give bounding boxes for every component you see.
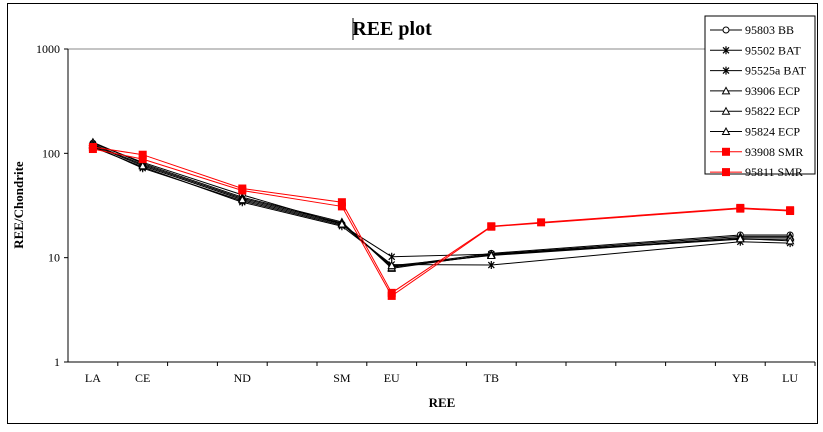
legend-marker	[721, 126, 731, 135]
series-95822-ecp	[88, 139, 795, 271]
series-95502-bat	[89, 141, 794, 261]
data-point	[736, 204, 745, 213]
legend-marker	[721, 86, 731, 95]
plot-area	[88, 137, 795, 300]
series-93908-smr	[88, 143, 795, 297]
series-95824-ecp	[88, 140, 795, 270]
legend-label: 93906 ECP	[745, 84, 800, 98]
legend-marker	[722, 147, 730, 156]
data-point	[786, 207, 795, 216]
y-tick-label: 1	[54, 355, 60, 369]
y-axis-label: REE/Chondrite	[11, 161, 26, 249]
legend-marker	[722, 46, 730, 55]
data-point	[487, 261, 495, 270]
legend-label: 95822 ECP	[745, 104, 800, 118]
series-95803-bb	[89, 139, 794, 271]
y-tick-label: 100	[42, 146, 60, 160]
series-93906-ecp	[88, 137, 795, 272]
series-line	[92, 146, 791, 266]
legend-marker	[721, 106, 731, 115]
data-point	[387, 261, 397, 270]
chart-frame	[7, 3, 818, 424]
x-tick-label: ND	[234, 371, 252, 385]
series-line	[92, 146, 791, 294]
y-tick-label: 1000	[36, 42, 60, 56]
x-tick-label: LA	[85, 371, 101, 385]
chart-title: REE plot	[352, 18, 432, 40]
data-point	[337, 202, 346, 211]
data-point	[537, 218, 546, 227]
legend-marker	[722, 26, 730, 34]
series-line	[92, 144, 791, 267]
series-95525a-bat	[89, 143, 794, 270]
legend-label: 95803 BB	[745, 23, 794, 37]
legend-marker	[722, 168, 730, 177]
x-tick-label: TB	[484, 371, 499, 385]
x-tick-label: LU	[782, 371, 798, 385]
data-point	[487, 222, 496, 231]
axes: 1 10 100 1000 LA CE ND SM EU TB YB LU	[36, 42, 816, 385]
legend-label: 95824 ECP	[745, 125, 800, 139]
series-line	[92, 148, 791, 297]
data-point	[138, 155, 147, 164]
data-point	[387, 291, 396, 300]
data-point	[88, 145, 97, 154]
legend: 95803 BB 95502 BAT 95525a BAT 93906 ECP 9582…	[704, 15, 816, 179]
data-point	[388, 252, 396, 261]
x-tick-label: YB	[732, 371, 749, 385]
data-point	[138, 150, 147, 159]
legend-box	[704, 15, 816, 175]
data-point	[486, 250, 496, 259]
data-point	[238, 186, 247, 195]
x-axis-label: REE	[429, 395, 456, 410]
legend-marker	[722, 66, 730, 75]
series-line	[92, 141, 791, 269]
x-tick-label: SM	[333, 371, 351, 385]
x-tick-label: CE	[135, 371, 150, 385]
data-point	[337, 219, 347, 228]
legend-label: 95502 BAT	[745, 43, 801, 57]
data-point	[785, 236, 795, 245]
data-point	[237, 195, 247, 204]
series-line	[92, 143, 791, 268]
data-point	[138, 161, 148, 170]
y-tick-label: 10	[48, 251, 60, 265]
legend-label: 95811 SMR	[745, 165, 803, 179]
legend-label: 93908 SMR	[745, 145, 803, 159]
data-point	[337, 198, 346, 207]
legend-label: 95525a BAT	[745, 64, 807, 78]
data-point	[735, 234, 745, 243]
series-95811-smr	[88, 145, 795, 300]
x-tick-label: EU	[384, 371, 400, 385]
series-line	[92, 142, 791, 268]
